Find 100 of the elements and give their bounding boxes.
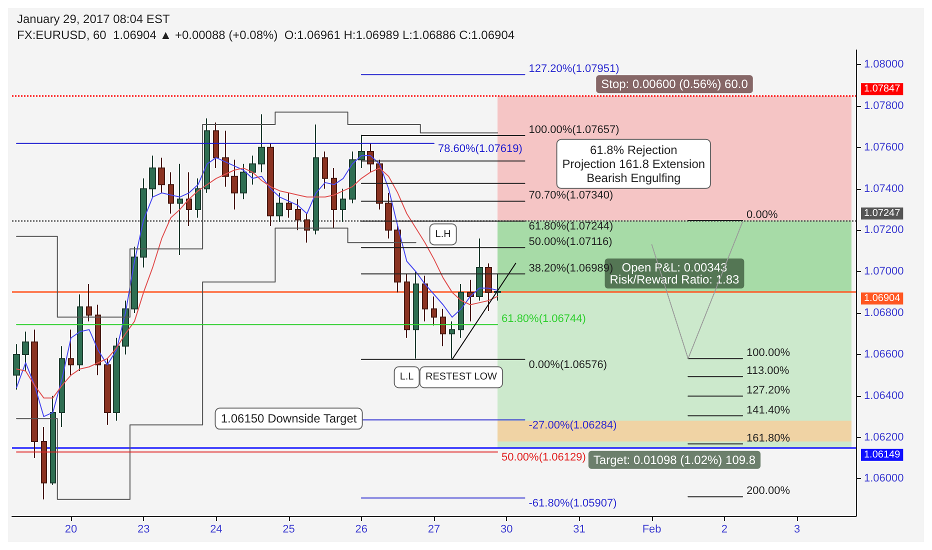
- candlestick: [467, 279, 474, 322]
- x-tick-label: Feb: [642, 524, 662, 536]
- candlestick: [358, 134, 365, 169]
- y-tick-label: 1.06400: [864, 390, 904, 402]
- band-label: Stop: 0.00600 (0.56%) 60.0: [601, 77, 748, 92]
- x-tick-label: 27: [428, 524, 440, 536]
- candlestick: [485, 262, 492, 312]
- candlestick: [50, 395, 56, 486]
- annotation: RESTEST LOW: [425, 372, 498, 383]
- candlestick: [322, 150, 328, 190]
- candlestick: [86, 284, 92, 322]
- series-label: 0.00%: [746, 208, 778, 221]
- x-tick-label: 20: [64, 524, 78, 536]
- y-tick-label: 1.07200: [864, 224, 904, 236]
- chart-subtitle: FX:EURUSD, 60 1.06904 ▲ +0.00088 (+0.08%) O:1.06961 H:1.06989 L:1.06886 C:1.06904: [17, 28, 515, 42]
- series-label: 113.00%: [746, 365, 790, 378]
- candlestick: [295, 198, 301, 231]
- ref-line-label: 1.07247: [864, 208, 901, 219]
- ref-line-label: 1.06904: [864, 292, 901, 304]
- candlestick: [213, 122, 219, 169]
- series-label: 50.00%(1.07116): [528, 236, 612, 248]
- y-tick-label: 1.06000: [864, 472, 904, 485]
- candlestick: [31, 329, 38, 459]
- series-label: -61.80%(1.05907): [528, 497, 617, 510]
- y-tick-label: 1.08000: [864, 58, 904, 70]
- candlestick: [22, 331, 29, 372]
- x-tick-label: 24: [210, 524, 222, 536]
- series-label: 61.80%(1.07244): [528, 220, 614, 233]
- x-tick-label: 3: [794, 524, 800, 536]
- candlestick: [413, 271, 419, 360]
- series-label: 161.80%: [746, 432, 790, 444]
- candlestick: [394, 226, 401, 293]
- series-label: 78.60%(1.07619): [438, 142, 522, 155]
- y-tick-label: 1.06800: [864, 307, 904, 320]
- y-tick-label: 1.07400: [864, 182, 904, 195]
- candlestick: [313, 124, 319, 235]
- series-label: 127.20%(1.07951): [528, 63, 620, 76]
- series-label: 141.40%: [746, 404, 790, 416]
- candlestick: [449, 320, 455, 360]
- ref-line-label: 1.07847: [864, 84, 901, 95]
- candlestick: [431, 296, 437, 326]
- y-tick-label: 1.07800: [864, 100, 904, 112]
- candlestick: [140, 178, 147, 268]
- candlestick: [186, 172, 192, 227]
- series-label: 100.00%: [746, 347, 790, 360]
- candlestick: [340, 188, 346, 222]
- candlestick: [204, 118, 210, 194]
- candlestick: [59, 346, 65, 428]
- candlestick: [349, 150, 356, 204]
- candlestick: [276, 192, 283, 222]
- candlestick: [113, 337, 120, 422]
- candlestick: [258, 114, 265, 173]
- annotation: 1.06150 Downside Target: [220, 412, 358, 426]
- series-label: -27.00%(1.06284): [528, 419, 617, 432]
- x-tick-label: 31: [573, 524, 586, 536]
- x-tick-label: 26: [355, 524, 368, 536]
- x-tick-label: 30: [500, 524, 513, 536]
- candlestick: [304, 213, 310, 244]
- candlestick: [240, 163, 247, 200]
- candlestick: [331, 168, 337, 229]
- candlestick: [77, 294, 83, 372]
- candlestick: [249, 155, 256, 186]
- candlestick: [177, 163, 183, 256]
- candlestick: [195, 178, 201, 218]
- series-label: 38.20%(1.06989): [528, 262, 614, 274]
- candlestick: [41, 426, 47, 500]
- candlestick: [458, 284, 464, 338]
- candlestick: [13, 344, 20, 390]
- x-tick-label: 23: [137, 524, 150, 536]
- candlestick: [440, 308, 446, 347]
- candlestick: [104, 358, 111, 426]
- candlestick: [404, 273, 410, 338]
- series-label: 50.00%(1.06129): [502, 452, 586, 464]
- candlestick: [476, 238, 483, 302]
- candlestick: [231, 159, 238, 210]
- series-label: 127.20%: [746, 384, 790, 397]
- chart-title: January 29, 2017 08:04 EST: [17, 12, 170, 26]
- candlestick: [168, 172, 174, 214]
- annotation: 61.8% Rejection Projection 161.8 Extension Bearish Engulfing: [562, 142, 706, 185]
- series-label: 61.80%(1.06744): [502, 313, 586, 326]
- band-label: Target: 0.01098 (1.02%) 109.8: [593, 452, 756, 467]
- y-tick-label: 1.06600: [864, 348, 904, 360]
- series-label: 70.70%(1.07340): [528, 190, 614, 202]
- candlestick: [68, 329, 74, 376]
- series-label: 100.00%(1.07657): [528, 124, 620, 136]
- annotation: L.L: [400, 372, 414, 383]
- candlestick: [222, 130, 229, 188]
- candlestick: [286, 192, 292, 218]
- candlestick: [267, 142, 274, 227]
- candlestick: [385, 192, 392, 239]
- candlestick: [158, 157, 165, 194]
- ref-line-label: 1.06149: [864, 449, 901, 460]
- y-tick-label: 1.07600: [864, 141, 904, 154]
- x-tick-label: 2: [721, 524, 728, 536]
- annotation: L.H: [435, 228, 451, 240]
- y-tick-label: 1.07000: [864, 266, 904, 278]
- x-tick-label: 25: [282, 524, 295, 536]
- candlestick: [131, 246, 138, 314]
- series-label: 200.00%: [746, 485, 790, 498]
- series-label: 0.00%(1.06576): [528, 358, 608, 371]
